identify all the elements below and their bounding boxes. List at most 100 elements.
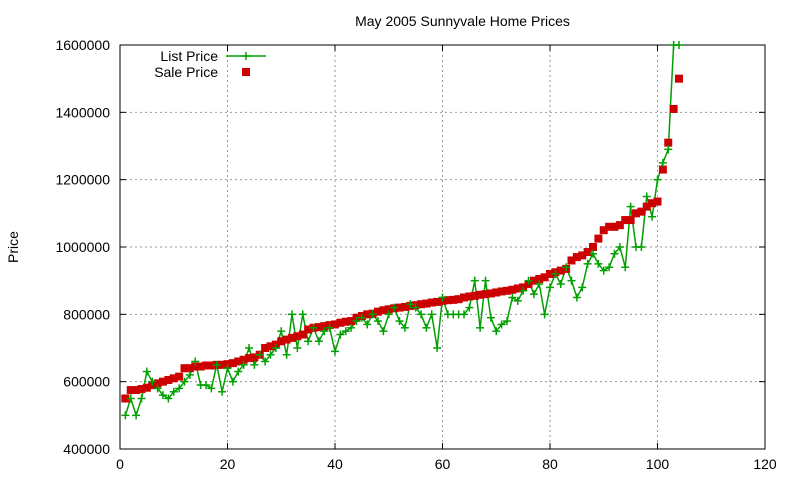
- list-price-point: [395, 317, 404, 326]
- list-price-point: [309, 323, 318, 332]
- sale-price-point: [449, 295, 458, 304]
- list-price-point: [637, 243, 646, 251]
- list-price-point: [228, 377, 237, 386]
- list-price-point: [390, 303, 399, 312]
- list-price-point: [180, 377, 189, 386]
- list-price-point: [132, 411, 141, 420]
- sale-price-point: [320, 322, 329, 331]
- sale-price-point: [529, 276, 538, 285]
- sale-price-point: [159, 377, 167, 386]
- y-axis-label: Price: [5, 231, 21, 263]
- sale-price-point: [384, 305, 393, 314]
- list-price-point: [524, 276, 533, 285]
- sale-price-point: [497, 287, 506, 296]
- sale-price-point: [465, 292, 474, 301]
- x-tick-label: 60: [435, 456, 451, 472]
- list-price-point: [363, 320, 372, 329]
- sale-price-point: [642, 202, 651, 211]
- y-tick-label: 800000: [63, 306, 110, 322]
- legend-label-list-price: List Price: [160, 48, 218, 64]
- list-price-point: [341, 327, 350, 336]
- sale-price-point: [664, 138, 673, 147]
- y-tick-label: 600000: [63, 374, 110, 390]
- list-price-point: [406, 300, 415, 309]
- list-price-point: [148, 377, 157, 386]
- list-price-point: [578, 283, 587, 292]
- sale-price-point: [153, 379, 162, 388]
- list-price-point: [567, 276, 576, 285]
- sale-price-point: [572, 253, 581, 262]
- sale-price-point: [293, 332, 302, 341]
- list-price-point: [368, 310, 377, 319]
- list-price-point: [347, 323, 356, 332]
- list-price-point: [486, 313, 495, 322]
- sale-price-point: [363, 310, 372, 319]
- sale-price-point: [417, 300, 425, 309]
- list-price-point: [572, 293, 581, 302]
- sale-price-point: [164, 375, 173, 384]
- sale-price-point: [400, 302, 409, 311]
- sale-price-point: [546, 269, 554, 278]
- sale-price-point: [508, 285, 517, 294]
- sale-price-point: [594, 234, 603, 243]
- list-price-point: [126, 394, 135, 403]
- list-price-point: [556, 280, 565, 289]
- list-price-point: [239, 360, 248, 369]
- sale-price-point: [218, 360, 227, 369]
- sale-price-point: [374, 307, 382, 316]
- sale-price-point: [503, 286, 511, 295]
- legend: List Price Sale Price: [154, 48, 266, 80]
- sale-price-point: [658, 165, 667, 174]
- list-price-point: [422, 323, 431, 332]
- list-price-point: [653, 175, 662, 184]
- list-price-point: [648, 212, 657, 221]
- list-price-point: [664, 145, 673, 154]
- y-tick-label: 1600000: [55, 37, 110, 53]
- sale-price-point: [605, 222, 614, 231]
- list-price-point: [583, 259, 592, 268]
- list-price-point: [282, 350, 291, 359]
- list-price-point: [384, 310, 393, 319]
- list-price-point: [465, 303, 474, 312]
- legend-marker-sale-price: [242, 68, 250, 76]
- list-price-point: [503, 317, 511, 326]
- sale-price-point: [196, 362, 205, 371]
- sale-price-point: [460, 293, 468, 302]
- list-price-point: [626, 202, 635, 211]
- y-tick-label: 1000000: [55, 239, 110, 255]
- list-price-point: [325, 323, 334, 332]
- sale-price-point: [422, 299, 431, 308]
- sale-price-point: [492, 288, 501, 297]
- list-price-point: [411, 303, 420, 312]
- list-price-point: [615, 243, 624, 251]
- sale-price-point: [180, 364, 189, 373]
- list-price-point: [621, 263, 630, 272]
- list-price-point: [207, 384, 216, 393]
- sale-price-point: [535, 274, 544, 283]
- list-price-point: [255, 350, 264, 359]
- sale-price-point: [191, 362, 200, 371]
- list-price-point: [470, 276, 479, 285]
- sale-price-point: [427, 298, 436, 307]
- list-price-point: [642, 192, 651, 201]
- sale-price-point: [341, 317, 350, 326]
- list-price-point: [314, 337, 323, 346]
- list-price-point: [610, 249, 619, 258]
- list-price-point: [508, 293, 517, 302]
- list-price-point: [589, 249, 597, 258]
- list-price-point: [169, 387, 178, 396]
- list-price-point: [546, 283, 554, 292]
- sale-price-point: [175, 372, 184, 381]
- sale-price-point: [207, 361, 216, 370]
- list-price-point: [164, 394, 173, 403]
- list-price-point: [266, 350, 275, 359]
- list-price-point: [175, 384, 184, 393]
- sale-price-point: [556, 266, 565, 275]
- sale-price-point: [443, 296, 452, 305]
- sale-price-point: [245, 354, 253, 363]
- list-price-point: [481, 276, 490, 285]
- list-price-point: [293, 344, 302, 352]
- list-price-point: [298, 310, 307, 319]
- list-price-point: [234, 367, 243, 376]
